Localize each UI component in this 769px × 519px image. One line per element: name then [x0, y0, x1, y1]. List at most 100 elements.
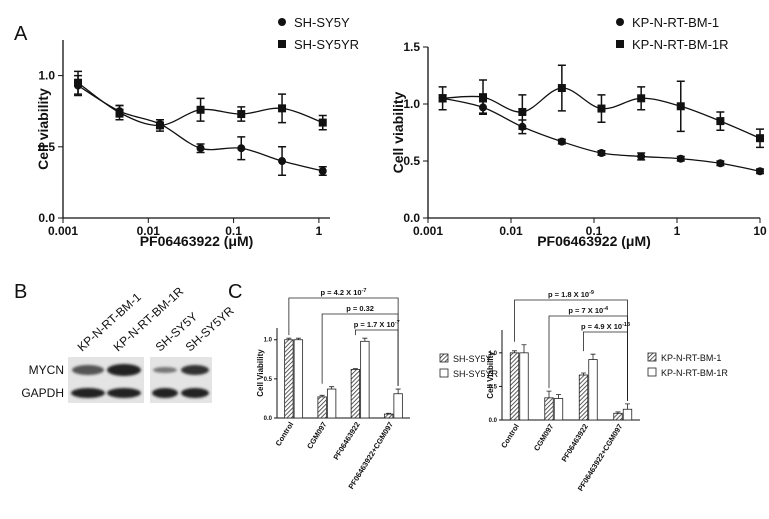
p-value: p = 0.32	[346, 304, 374, 313]
marker	[155, 121, 164, 130]
bar	[622, 408, 633, 421]
y-tick-label: 0.0	[489, 418, 498, 424]
bar	[509, 352, 520, 421]
marker	[557, 84, 566, 93]
y-tick-label: 1.0	[38, 69, 55, 83]
y-tick-label: 0.5	[403, 154, 420, 168]
legend-marker	[616, 18, 624, 26]
x-tick-label: 10	[753, 224, 767, 238]
significance-bracket	[514, 299, 628, 401]
legend-marker	[616, 40, 624, 48]
y-tick-label: 0.5	[489, 384, 498, 390]
bar	[588, 359, 598, 421]
p-value-exponent: -7	[362, 288, 367, 294]
legend-label: SH-SY5Y	[453, 354, 492, 364]
marker	[237, 110, 246, 119]
p-value-exponent: -4	[603, 306, 609, 312]
y-tick-label: 1.5	[403, 40, 420, 54]
x-tick-label: PF06463922	[331, 420, 361, 461]
bar	[326, 388, 337, 419]
error-bar	[319, 394, 325, 397]
error-bar	[625, 403, 630, 410]
y-tick-label: 0.0	[403, 211, 420, 225]
y-axis-title: Cell Viability	[486, 351, 495, 399]
legend-label: KP-N-RT-BM-1R	[632, 37, 729, 52]
bar	[553, 398, 564, 421]
marker	[597, 149, 606, 158]
marker	[518, 107, 527, 116]
panel-label: C	[228, 281, 242, 303]
panel-label: A	[14, 23, 28, 45]
p-value-text: p = 7 X 10	[568, 306, 603, 315]
p-value: p = 4.2 X 10-7	[321, 288, 367, 297]
x-tick-label: Control	[274, 420, 296, 447]
legend-label: SH-SY5YR	[294, 37, 359, 52]
marker	[237, 144, 246, 153]
x-tick-label: 0.01	[137, 224, 161, 238]
p-value-text: p = 1.7 X 10	[354, 320, 395, 329]
western-blot: KP-N-RT-BM-1 KP-N-RT-BM-1R SH-SY5Y SH-SY…	[21, 284, 237, 403]
legend-swatch	[439, 368, 449, 378]
p-value-text: p = 0.32	[346, 304, 374, 313]
marker	[756, 134, 764, 143]
marker	[676, 102, 685, 111]
bar	[544, 397, 554, 421]
y-tick-label: 0.5	[38, 140, 55, 154]
legend-label: KP-N-RT-BM-1	[661, 353, 721, 363]
error-bar	[546, 390, 552, 398]
bar	[613, 412, 623, 421]
error-bar	[352, 368, 358, 370]
marker	[438, 94, 447, 103]
bar	[393, 393, 403, 419]
legend-swatch	[647, 352, 657, 362]
x-axis-title: PF06463922 (μM)	[140, 233, 254, 249]
error-bar	[295, 337, 301, 340]
bar	[578, 374, 589, 421]
p-value-text: p = 1.8 X 10	[548, 290, 589, 299]
y-axis-title: Cell viability	[390, 91, 406, 173]
x-tick-label: 0.1	[586, 224, 603, 238]
x-tick-label: 1	[674, 224, 681, 238]
error-bar	[386, 412, 392, 415]
p-value-text: p = 4.2 X 10	[321, 288, 362, 297]
p-value: p = 4.9 X 10-13	[581, 322, 630, 331]
x-tick-label: 0.001	[48, 224, 78, 238]
p-value: p = 1.7 X 10-7	[354, 320, 400, 329]
marker	[716, 159, 725, 168]
x-tick-label: CGM097	[532, 422, 556, 452]
x-tick-label: PF06463922	[560, 422, 590, 463]
marker	[716, 117, 725, 126]
error-bar	[581, 372, 586, 375]
error-bar	[362, 337, 368, 342]
y-axis-title: Cell viability	[35, 88, 51, 170]
y-tick-label: 0.0	[38, 211, 55, 225]
legend-marker	[278, 18, 286, 26]
marker	[278, 157, 287, 166]
y-tick-label: 1.0	[264, 338, 273, 344]
x-tick-label: 0.001	[413, 224, 443, 238]
legend-swatch	[647, 367, 657, 377]
x-tick-label: 1	[316, 224, 323, 238]
y-axis-title: Cell Viability	[256, 349, 265, 397]
error-bar	[329, 386, 335, 390]
marker	[756, 167, 764, 176]
x-tick-label: CGM097	[305, 420, 329, 450]
bar	[284, 339, 294, 419]
row-label: GAPDH	[21, 386, 64, 400]
p-value-text: p = 4.9 X 10	[581, 322, 622, 331]
bar	[360, 340, 370, 419]
panel-label: B	[14, 281, 27, 303]
x-tick-label: 0.1	[225, 224, 242, 238]
bar	[350, 369, 361, 419]
legend-swatch	[439, 353, 449, 363]
marker	[479, 93, 488, 102]
bar	[317, 396, 327, 419]
x-tick-label: 0.01	[499, 224, 523, 238]
legend-label: KP-N-RT-BM-1	[632, 15, 719, 30]
marker	[278, 104, 287, 113]
legend-label: SH-SY5YR	[453, 369, 499, 379]
marker	[196, 144, 205, 153]
y-tick-label: 0.5	[264, 377, 273, 383]
marker	[74, 78, 83, 87]
row-label: MYCN	[29, 363, 64, 377]
